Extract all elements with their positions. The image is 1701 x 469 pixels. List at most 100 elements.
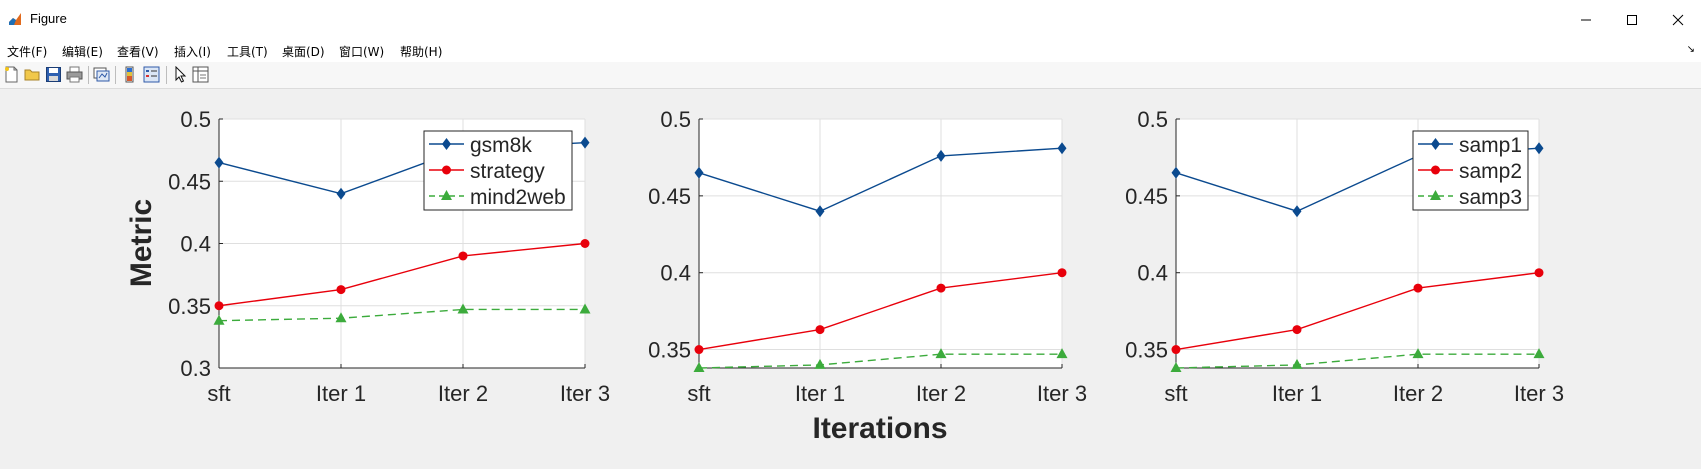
circle-marker — [1534, 268, 1544, 278]
x-tick-label: Iter 2 — [438, 381, 488, 406]
diamond-marker — [336, 187, 346, 200]
diamond-marker — [1171, 166, 1181, 179]
x-tick-label: Iter 1 — [795, 381, 845, 406]
maximize-button[interactable] — [1609, 0, 1655, 40]
x-tick-label: sft — [207, 381, 230, 406]
triangle-marker — [213, 314, 225, 325]
legend[interactable]: gsm8k strategy mind2web — [423, 130, 573, 211]
circle-marker — [1413, 283, 1423, 293]
diamond-marker — [214, 156, 224, 169]
menu-help[interactable]: 帮助(H) — [400, 45, 443, 59]
y-tick-label: 0.35 — [168, 294, 211, 319]
circle-marker — [214, 301, 224, 311]
diamond-marker — [580, 136, 590, 149]
circle-marker — [694, 345, 704, 355]
legend[interactable]: samp1 samp2 samp3 — [1412, 130, 1529, 211]
triangle-marker — [814, 358, 826, 369]
y-tick-label: 0.5 — [1137, 107, 1168, 132]
menu-file[interactable]: 文件(F) — [7, 45, 48, 59]
y-tick-label: 0.4 — [660, 261, 691, 286]
link-plot-icon[interactable] — [93, 66, 110, 83]
menu-view[interactable]: 查看(V) — [117, 45, 159, 59]
y-tick-label: 0.5 — [180, 107, 211, 132]
legend-entry-label: strategy — [470, 160, 545, 183]
print-icon[interactable] — [66, 66, 83, 83]
toolbar-separator — [115, 66, 116, 84]
circle-marker — [458, 251, 468, 261]
axes-left[interactable]: 0.3 0.35 0.4 0.45 0.5 sft Iter 1 Iter 2 Iter 3 gs… — [168, 107, 610, 406]
diamond-marker — [442, 138, 451, 150]
legend-entry-label: samp3 — [1459, 186, 1522, 209]
plot-background — [699, 119, 1062, 368]
x-tick-label: Iter 1 — [316, 381, 366, 406]
series-line[interactable] — [698, 147, 1063, 212]
open-file-icon[interactable] — [24, 66, 41, 83]
menu-tools[interactable]: 工具(T) — [227, 45, 268, 59]
maximize-icon — [1627, 15, 1637, 25]
axes-right[interactable]: 0.35 0.4 0.45 0.5 sft Iter 1 Iter 2 Iter 3 samp1… — [1125, 107, 1564, 406]
series-line[interactable] — [698, 353, 1062, 369]
triangle-marker — [335, 312, 347, 323]
series-line[interactable] — [698, 272, 1063, 351]
menu-edit[interactable]: 编辑(E) — [62, 45, 103, 59]
x-tick-label: sft — [687, 381, 710, 406]
y-tick-label: 0.5 — [660, 107, 691, 132]
series-line[interactable] — [218, 242, 586, 307]
y-tick-label: 0.4 — [1137, 261, 1168, 286]
x-tick-label: Iter 3 — [560, 381, 610, 406]
circle-marker — [1171, 345, 1181, 355]
circle-marker — [1057, 268, 1067, 278]
y-tick-label: 0.35 — [1125, 338, 1168, 363]
y-tick-label: 0.35 — [648, 338, 691, 363]
new-figure-icon[interactable] — [3, 66, 20, 83]
save-icon[interactable] — [45, 66, 62, 83]
edit-plot-icon[interactable] — [172, 66, 189, 83]
x-tick-label: Iter 2 — [1393, 381, 1443, 406]
triangle-marker — [1170, 362, 1182, 372]
triangle-marker — [1291, 358, 1303, 369]
circle-marker — [815, 325, 825, 335]
series-line[interactable] — [218, 308, 585, 322]
menu-window[interactable]: 窗口(W) — [339, 45, 385, 59]
diamond-marker — [1292, 205, 1302, 218]
circle-marker — [936, 283, 946, 293]
series-line[interactable] — [1175, 353, 1539, 369]
y-tick-label: 0.45 — [648, 184, 691, 209]
triangle-marker — [441, 190, 452, 200]
x-tick-label: Iter 2 — [916, 381, 966, 406]
minimize-button[interactable] — [1563, 0, 1609, 40]
diamond-marker — [936, 149, 946, 162]
y-axis-label: Metric — [125, 199, 158, 287]
series-line[interactable] — [1175, 272, 1540, 351]
window-title: Figure — [30, 11, 67, 26]
diamond-marker — [1431, 138, 1440, 150]
x-axis-label: Iterations — [812, 412, 947, 445]
circle-marker — [442, 165, 451, 175]
insert-colorbar-icon[interactable] — [121, 66, 138, 83]
close-icon — [1672, 14, 1684, 26]
legend-entry-label: samp1 — [1459, 134, 1522, 157]
menu-desktop[interactable]: 桌面(D) — [282, 45, 325, 59]
diamond-marker — [815, 205, 825, 218]
diamond-marker — [1057, 142, 1067, 155]
minimize-icon — [1581, 19, 1591, 21]
x-tick-label: sft — [1164, 381, 1187, 406]
triangle-marker — [579, 303, 591, 314]
triangle-marker — [1430, 190, 1441, 200]
y-tick-label: 0.45 — [1125, 184, 1168, 209]
figure-toolbar — [0, 62, 1701, 89]
dock-arrow-icon[interactable]: ↘ — [1686, 44, 1695, 55]
toolbar-separator — [166, 66, 167, 84]
insert-legend-icon[interactable] — [143, 66, 160, 83]
figure-canvas[interactable]: 0.3 0.35 0.4 0.45 0.5 sft Iter 1 Iter 2 Iter 3 gs… — [0, 89, 1701, 469]
menu-bar: 文件(F) 编辑(E) 查看(V) 插入(I) 工具(T) 桌面(D) 窗口(W… — [0, 40, 1701, 62]
circle-marker — [1292, 325, 1302, 335]
window-titlebar: Figure — [0, 0, 1701, 41]
axes-middle[interactable]: 0.35 0.4 0.45 0.5 sft Iter 1 Iter 2 Iter 3 — [648, 107, 1087, 406]
y-tick-label: 0.3 — [180, 356, 211, 381]
property-inspector-icon[interactable] — [192, 66, 209, 83]
triangle-marker — [1056, 348, 1068, 359]
menu-insert[interactable]: 插入(I) — [174, 45, 211, 59]
legend-entry-label: gsm8k — [470, 134, 532, 157]
close-button[interactable] — [1655, 0, 1701, 40]
